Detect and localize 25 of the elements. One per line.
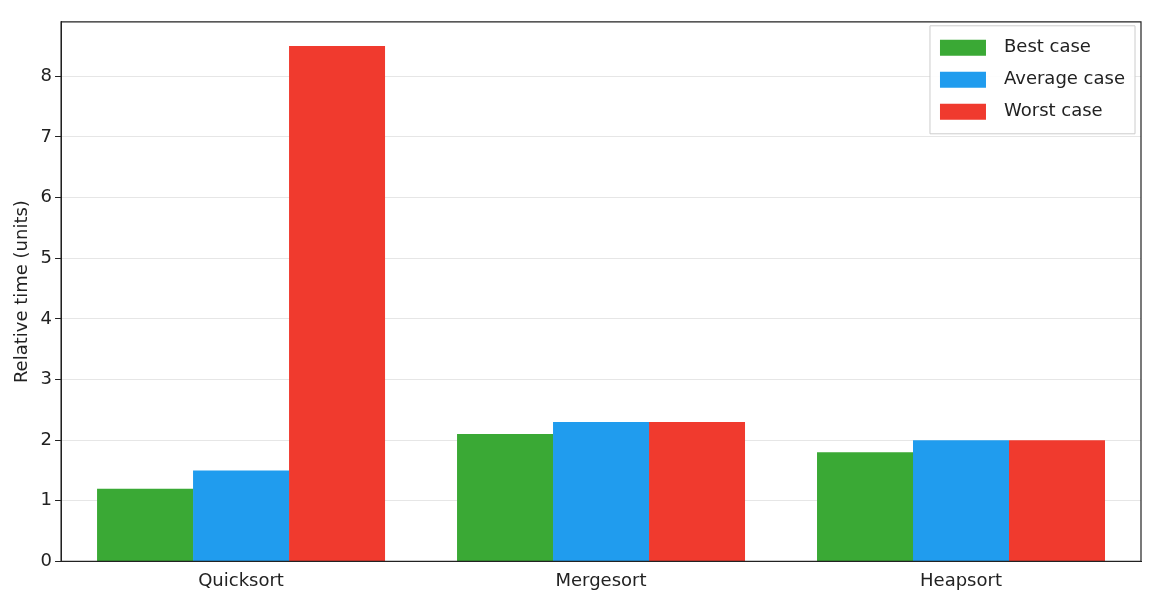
y-tick-label: 7 (40, 124, 53, 146)
bar (817, 452, 914, 561)
y-tick-label: 3 (40, 367, 53, 389)
legend-label: Average case (1003, 67, 1126, 89)
y-tick-label: 6 (40, 185, 53, 207)
bar (457, 434, 554, 561)
bar (649, 421, 746, 561)
x-tick-label: Quicksort (198, 568, 284, 590)
bar (193, 470, 290, 561)
y-axis-title: Relative time (units) (10, 200, 32, 384)
y-tick-label: 5 (40, 245, 53, 267)
y-tick-label: 4 (40, 306, 53, 328)
x-tick-label: Mergesort (555, 568, 647, 590)
legend-label: Worst case (1003, 99, 1103, 121)
legend-label: Best case (1003, 35, 1091, 57)
x-tick-label: Heapsort (920, 568, 1002, 590)
bar (289, 46, 386, 561)
y-tick-label: 2 (40, 427, 53, 449)
bar (1009, 440, 1105, 561)
y-tick-label: 1 (40, 488, 53, 510)
y-tick-label: 0 (40, 549, 53, 571)
bar (913, 440, 1010, 561)
bar (97, 488, 194, 561)
y-tick-label: 8 (40, 64, 53, 86)
bar (553, 421, 650, 561)
